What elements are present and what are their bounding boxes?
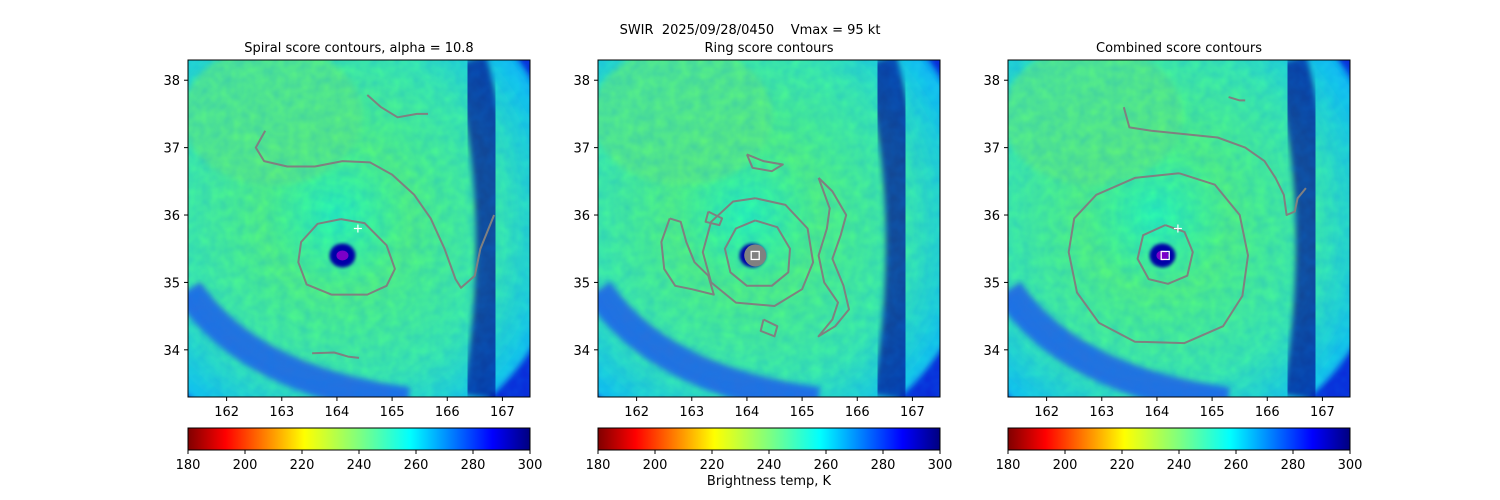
y-tick-label: 36 — [163, 209, 180, 224]
x-tick-label: 162 — [624, 405, 649, 420]
y-tick-label: 37 — [573, 142, 590, 157]
x-tick-label: 167 — [1310, 405, 1335, 420]
score-contour-2 — [254, 130, 496, 289]
y-tick-label: 34 — [573, 344, 590, 359]
x-tick-label: 166 — [845, 405, 870, 420]
score-contour-7 — [759, 318, 779, 338]
colorbar-tick-label: 280 — [871, 458, 896, 473]
colorbar-tick-label: 200 — [1053, 458, 1078, 473]
spiral-center-marker — [1173, 224, 1182, 233]
colorbar-tick-label: 180 — [176, 458, 201, 473]
colorbar-tick-label: 300 — [1338, 458, 1363, 473]
ring-center-marker — [744, 244, 767, 267]
spiral-center-marker — [353, 224, 362, 233]
score-contour-6 — [704, 210, 724, 227]
ring-center-marker — [1160, 250, 1170, 261]
y-tick-label: 38 — [983, 74, 1000, 89]
x-tick-label: 163 — [269, 405, 294, 420]
x-tick-label: 162 — [1034, 405, 1059, 420]
x-tick-label: 167 — [490, 405, 515, 420]
x-tick-label: 164 — [735, 405, 760, 420]
score-contour-4 — [312, 351, 360, 359]
score-contour-4 — [817, 177, 850, 338]
brightness-temperature-image — [598, 60, 940, 397]
panel-title: Ring score contours — [704, 41, 833, 56]
x-tick-label: 164 — [325, 405, 350, 420]
score-contour-3 — [660, 217, 715, 296]
y-tick-label: 36 — [983, 209, 1000, 224]
score-contour-1 — [297, 218, 396, 296]
colorbar-label: Brightness temp, K — [707, 474, 832, 489]
colorbar-tick-label: 200 — [643, 458, 668, 473]
panel-title: Combined score contours — [1096, 41, 1262, 56]
panel-title: Spiral score contours, alpha = 10.8 — [244, 41, 473, 56]
colorbar-tick-label: 280 — [461, 458, 486, 473]
colorbar-tick-label: 280 — [1281, 458, 1306, 473]
colorbar-tick-label: 260 — [1224, 458, 1249, 473]
axes-frame — [187, 59, 531, 398]
colorbar — [187, 427, 531, 451]
y-tick-label: 36 — [573, 209, 590, 224]
figure-suptitle-line1: SWIR 2025/09/28/0450 Vmax = 95 kt — [619, 23, 881, 38]
y-tick-label: 37 — [983, 142, 1000, 157]
axes-frame — [1007, 59, 1351, 398]
score-contour-5 — [745, 153, 784, 173]
colorbar-tick-label: 220 — [700, 458, 725, 473]
x-tick-label: 163 — [1089, 405, 1114, 420]
colorbar-tick-label: 300 — [518, 458, 543, 473]
colorbar-tick-label: 260 — [814, 458, 839, 473]
axes-frame — [597, 59, 941, 398]
colorbar — [597, 427, 941, 451]
panel-2: Ring score contours 162 163 164 165 166 167 34 3… — [573, 41, 953, 473]
x-tick-label: 165 — [380, 405, 405, 420]
y-tick-label: 35 — [573, 276, 590, 291]
colorbar-tick-label: 220 — [290, 458, 315, 473]
score-contour-2 — [701, 197, 815, 307]
score-contour-3 — [1122, 106, 1307, 216]
y-tick-label: 34 — [163, 344, 180, 359]
colorbar-tick-label: 220 — [1110, 458, 1135, 473]
x-tick-label: 165 — [790, 405, 815, 420]
y-tick-label: 34 — [983, 344, 1000, 359]
x-tick-label: 164 — [1145, 405, 1170, 420]
x-tick-label: 166 — [1255, 405, 1280, 420]
panel-1: Spiral score contours, alpha = 10.8 162 16… — [163, 41, 543, 473]
x-tick-label: 165 — [1200, 405, 1225, 420]
colorbar-tick-label: 260 — [404, 458, 429, 473]
score-contour-1 — [723, 219, 791, 287]
colorbar-tick-label: 200 — [233, 458, 258, 473]
score-contour-3 — [366, 94, 428, 119]
colorbar — [1007, 427, 1351, 451]
x-tick-label: 167 — [900, 405, 925, 420]
x-tick-label: 162 — [214, 405, 239, 420]
score-contour-1 — [1136, 224, 1194, 285]
colorbar-tick-label: 240 — [347, 458, 372, 473]
colorbar-tick-label: 180 — [586, 458, 611, 473]
x-tick-label: 166 — [435, 405, 460, 420]
y-tick-label: 38 — [163, 74, 180, 89]
colorbar-tick-label: 240 — [757, 458, 782, 473]
score-contour-4 — [1228, 96, 1246, 102]
colorbar-tick-label: 180 — [996, 458, 1021, 473]
colorbar-tick-label: 300 — [928, 458, 953, 473]
colorbar-tick-label: 240 — [1167, 458, 1192, 473]
y-tick-label: 35 — [983, 276, 1000, 291]
y-tick-label: 37 — [163, 142, 180, 157]
y-tick-label: 35 — [163, 276, 180, 291]
y-tick-label: 38 — [573, 74, 590, 89]
panel-3: Combined score contours 162 163 164 165 166 16… — [983, 41, 1363, 473]
score-contour-2 — [1067, 172, 1249, 345]
x-tick-label: 163 — [679, 405, 704, 420]
brightness-temperature-image — [188, 60, 530, 397]
